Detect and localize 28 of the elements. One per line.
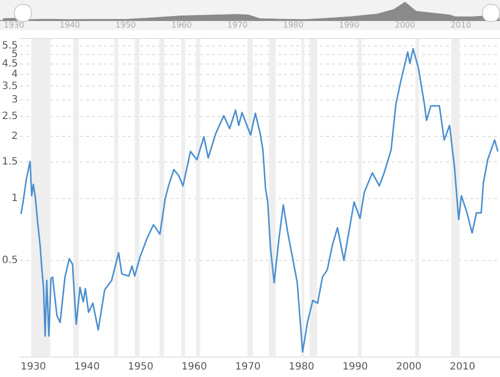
x-tick-label: 1940 [74, 362, 100, 373]
y-tick-label: 4 [12, 68, 18, 80]
y-tick-label: 1.5 [2, 156, 18, 168]
y-tick-label: 2 [12, 130, 18, 142]
y-tick-label: 2.5 [2, 110, 18, 122]
x-tick-label: 2000 [394, 20, 416, 30]
x-tick-label: 2000 [396, 362, 422, 373]
x-tick-label: 1990 [342, 362, 368, 373]
y-tick-label: 3.5 [2, 80, 18, 92]
y-tick-label: 1 [12, 192, 18, 204]
x-tick-label: 1930 [20, 362, 46, 373]
x-tick-label: 2010 [450, 20, 472, 30]
x-tick-label: 2010 [450, 362, 476, 373]
x-tick-label: 1980 [288, 362, 314, 373]
x-tick-label: 1960 [171, 20, 192, 30]
x-tick-label: 1950 [116, 20, 136, 30]
y-tick-label: 3 [12, 94, 18, 106]
x-tick-label: 1950 [128, 362, 154, 373]
x-tick-label: 1930 [4, 20, 24, 30]
y-tick-label: 4.5 [2, 58, 18, 70]
x-tick-label: 1980 [283, 20, 304, 30]
x-tick-label: 1940 [60, 20, 80, 30]
x-tick-label: 1970 [227, 20, 248, 30]
x-tick-label: 1960 [182, 362, 207, 373]
x-tick-label: 1990 [338, 20, 360, 30]
y-tick-label: 5 [12, 48, 18, 60]
y-tick-label: 0.5 [2, 255, 18, 266]
x-tick-label: 1970 [235, 362, 261, 373]
